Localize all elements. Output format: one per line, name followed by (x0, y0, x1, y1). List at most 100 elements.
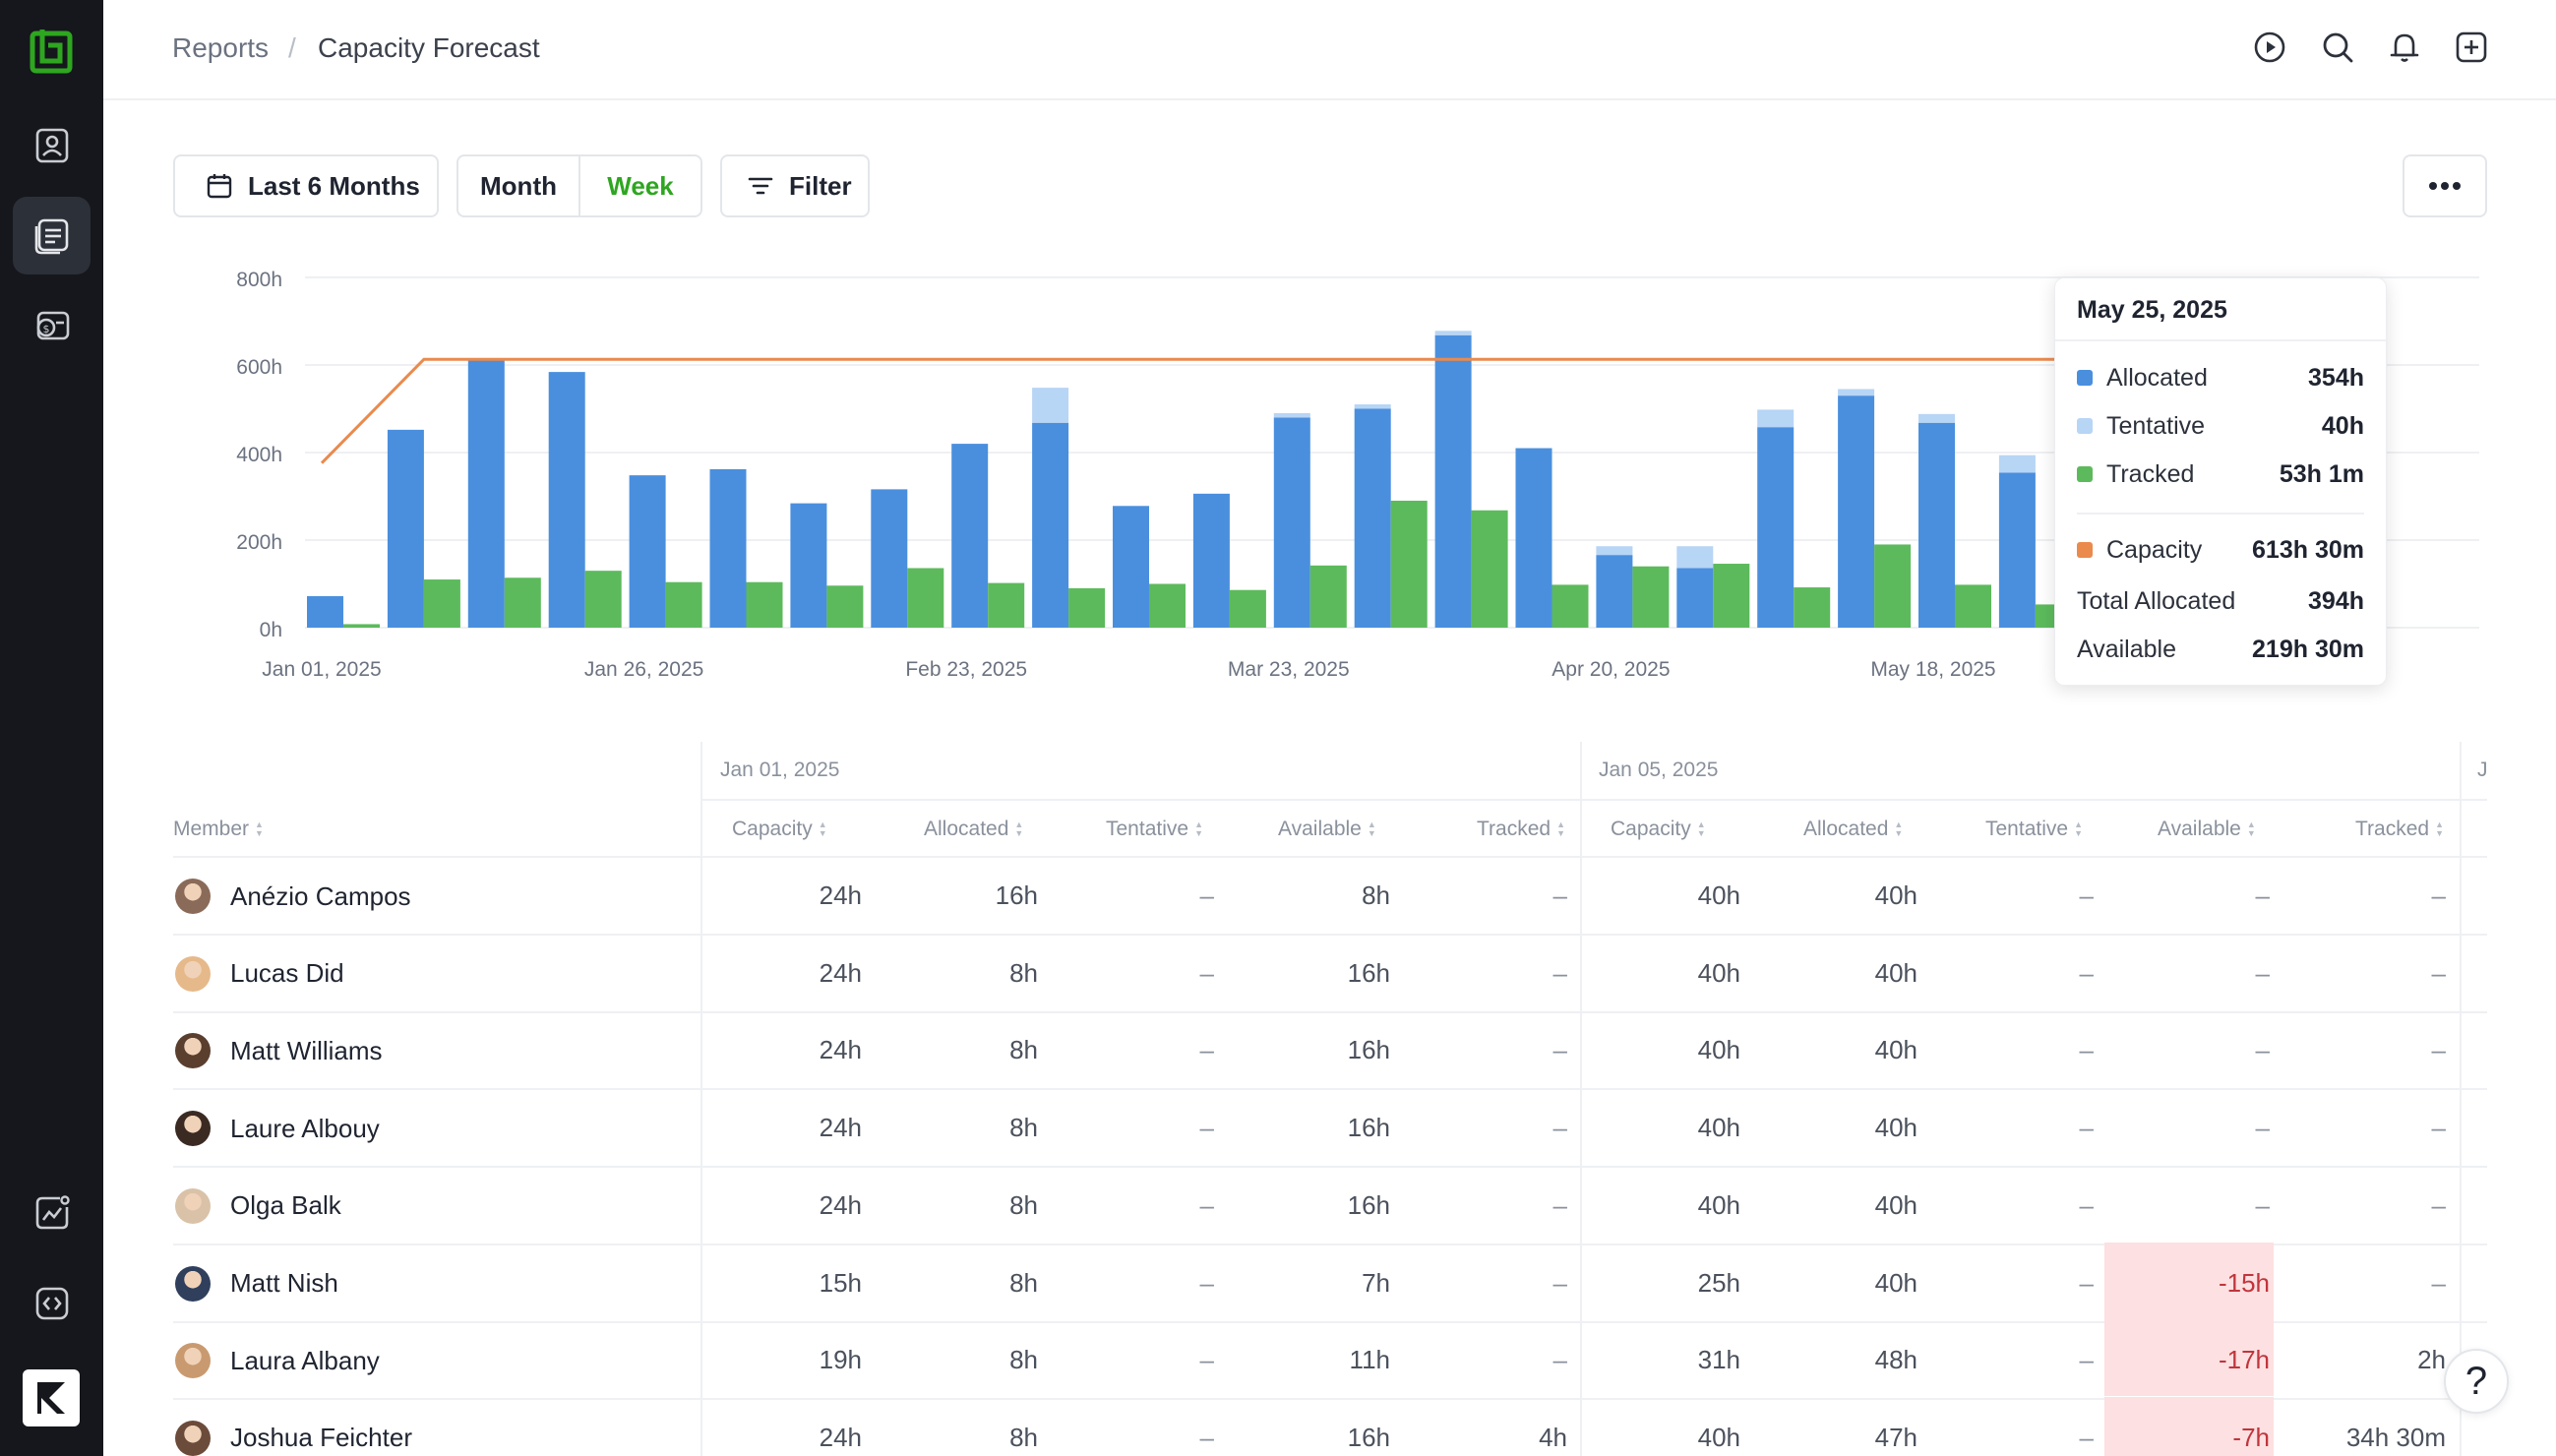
granularity-month-button[interactable]: Month (458, 156, 580, 215)
table-cell: 24h (819, 957, 862, 988)
allocated-bar (1192, 493, 1230, 628)
table-cell: 40h (1874, 1189, 1917, 1220)
member-cell[interactable]: Joshua Feichter (175, 1420, 412, 1456)
over-allocated-highlight (2104, 1319, 2274, 1397)
workspace-logo-icon (37, 1382, 65, 1414)
table-cell: -7h (2232, 1422, 2270, 1452)
column-divider (2460, 742, 2462, 1456)
column-header-tentative[interactable]: Tentative ▲ ▼ (1106, 818, 1203, 841)
table-cell: 40h (1697, 880, 1740, 910)
notifications-button[interactable] (2385, 28, 2424, 67)
bell-icon (2390, 33, 2419, 62)
sort-icon: ▲ ▼ (2246, 819, 2256, 838)
sidebar-item-code[interactable] (13, 1264, 91, 1342)
column-header-capacity[interactable]: Capacity ▲ ▼ (1611, 818, 1706, 841)
member-name: Laure Albouy (230, 1113, 380, 1143)
reports-icon (34, 218, 68, 254)
table-cell: – (2431, 1113, 2446, 1143)
column-header-allocated[interactable]: Allocated ▲ ▼ (1803, 818, 1903, 841)
member-cell[interactable]: Laura Albany (175, 1343, 380, 1379)
sort-icon: ▲ ▼ (1894, 819, 1904, 838)
table-cell: – (2079, 1189, 2094, 1220)
play-button[interactable] (2250, 28, 2289, 67)
granularity-toggle: Month Week (456, 154, 702, 217)
table-cell: – (2079, 1422, 2094, 1452)
member-cell[interactable]: Anézio Campos (175, 879, 411, 914)
column-header-tracked[interactable]: Tracked ▲ ▼ (2355, 818, 2444, 841)
search-button[interactable] (2318, 28, 2357, 67)
app-logo-icon[interactable] (29, 28, 74, 75)
over-allocated-highlight (2104, 1242, 2274, 1319)
tooltip-value: 394h (2308, 586, 2364, 615)
tracked-bar (1471, 510, 1508, 628)
table-cell: 11h (1349, 1345, 1390, 1375)
date-range-button[interactable]: Last 6 Months (173, 154, 439, 217)
allocated-bar (1998, 472, 2036, 628)
avatar (175, 1343, 211, 1379)
column-header-label: Member (173, 818, 250, 840)
tentative-bar (1273, 412, 1310, 418)
member-cell[interactable]: Matt Williams (175, 1033, 383, 1069)
tentative-swatch (2077, 418, 2093, 434)
table-cell: 40h (1874, 1035, 1917, 1065)
table-cell: – (1199, 880, 1214, 910)
sort-icon: ▲ ▼ (1696, 819, 1706, 838)
table-cell: 16h (1347, 1189, 1390, 1220)
column-header-capacity[interactable]: Capacity ▲ ▼ (732, 818, 827, 841)
tracked-bar (907, 568, 944, 628)
member-cell[interactable]: Matt Nish (175, 1265, 338, 1302)
table-cell: 8h (1362, 880, 1390, 910)
more-horizontal-icon (2429, 182, 2461, 190)
tooltip-row-tracked: Tracked 53h 1m (2077, 457, 2364, 491)
table-cell: – (2079, 1113, 2094, 1143)
member-name: Olga Balk (230, 1190, 341, 1221)
table-cell: 34h 30m (2345, 1422, 2446, 1452)
allocated-swatch (2077, 370, 2093, 386)
table-cell: -17h (2218, 1345, 2270, 1375)
table-cell: 8h (1009, 1035, 1038, 1065)
tracked-bar (423, 579, 460, 628)
table-cell: – (1552, 1113, 1567, 1143)
granularity-week-button[interactable]: Week (607, 170, 674, 201)
table-cell: -15h (2218, 1267, 2270, 1298)
sidebar-item-reports[interactable] (13, 197, 91, 274)
member-cell[interactable]: Lucas Did (175, 955, 344, 992)
week-group-header: Jan 05, 2025 (1599, 758, 1719, 781)
table-cell: 16h (1347, 1113, 1390, 1143)
add-button[interactable] (2452, 28, 2491, 67)
breadcrumb-reports[interactable]: Reports (172, 32, 270, 63)
tentative-bar (1596, 546, 1633, 556)
table-cell: – (2255, 880, 2270, 910)
table-cell: 2h (2417, 1345, 2446, 1375)
allocated-bar (387, 429, 424, 628)
capacity-line (320, 357, 2359, 576)
member-name: Joshua Feichter (230, 1423, 412, 1453)
more-options-button[interactable] (2403, 154, 2487, 217)
sidebar-item-money[interactable]: $ (13, 286, 91, 364)
allocated-bar (1757, 427, 1795, 628)
tentative-bar (1918, 413, 1955, 423)
column-header-available[interactable]: Available ▲ ▼ (1278, 818, 1376, 841)
tooltip-row-allocated: Allocated 354h (2077, 361, 2364, 394)
column-header-label: Allocated (1803, 818, 1889, 840)
row-divider (173, 1010, 2487, 1013)
column-header-allocated[interactable]: Allocated ▲ ▼ (924, 818, 1023, 841)
tracked-bar (826, 585, 864, 628)
x-tick-label: Feb 23, 2025 (905, 658, 1027, 681)
column-header-tracked[interactable]: Tracked ▲ ▼ (1477, 818, 1565, 841)
member-cell[interactable]: Olga Balk (175, 1187, 341, 1224)
table-cell: 24h (819, 1035, 862, 1065)
workspace-logo[interactable] (23, 1369, 80, 1426)
sidebar-item-people[interactable] (13, 106, 91, 184)
column-header-member[interactable]: Member ▲ ▼ (173, 818, 264, 841)
column-header-available[interactable]: Available ▲ ▼ (2158, 818, 2256, 841)
table-cell: 40h (1697, 1422, 1740, 1452)
member-cell[interactable]: Laure Albouy (175, 1111, 380, 1147)
sidebar-item-analytics[interactable] (13, 1174, 91, 1251)
filter-button[interactable]: Filter (720, 154, 870, 217)
allocated-bar (467, 359, 505, 628)
column-header-tentative[interactable]: Tentative ▲ ▼ (1985, 818, 2083, 841)
chart-tooltip: May 25, 2025 Allocated 354h Tentative 40… (2054, 277, 2387, 686)
help-button[interactable]: ? (2444, 1349, 2509, 1414)
tooltip-divider (2055, 339, 2386, 341)
